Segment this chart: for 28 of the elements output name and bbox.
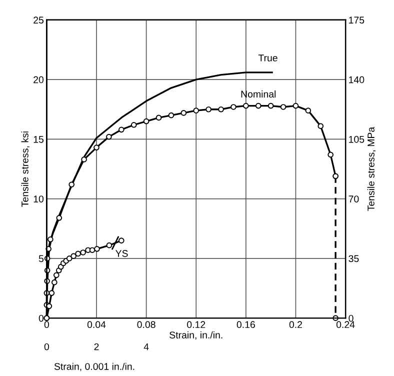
- y-axis-title: Tensile stress, ksi: [21, 132, 30, 207]
- y-tick-label: 20: [34, 76, 44, 84]
- x-tick-label: 0.16: [236, 321, 255, 328]
- y2-tick-label: 0: [348, 314, 354, 322]
- x-tick-label: 0.12: [187, 321, 206, 328]
- annotation: YS: [116, 250, 128, 257]
- x-tick-label: 0.08: [137, 321, 156, 328]
- x2-axis-title: Strain, 0.001 in./in.: [54, 362, 134, 372]
- x-tick-label: 0: [44, 321, 50, 328]
- y-tick-label: 15: [34, 136, 44, 143]
- y-tick-label: 10: [34, 196, 44, 202]
- x-tick-label: 0.24: [336, 321, 355, 328]
- x-tick-label: 0.2: [289, 321, 302, 328]
- y2-tick-label: 105: [349, 136, 364, 143]
- y-tick-label: 5: [38, 255, 44, 262]
- y-tick-label: 0: [38, 314, 44, 322]
- x2-tick-label: 0: [44, 343, 50, 350]
- series-label: True: [258, 54, 278, 62]
- y2-tick-label: 175: [349, 16, 364, 24]
- x2-tick-label: 4: [144, 343, 149, 350]
- x2-tick-label: 2: [94, 343, 99, 350]
- y2-tick-label: 70: [348, 196, 359, 202]
- y2-tick-label: 35: [348, 255, 359, 262]
- x-axis-title: Strain, in./in.: [170, 331, 222, 340]
- y2-tick-label: 140: [349, 76, 364, 84]
- x-tick-label: 0.04: [87, 321, 106, 328]
- y2-axis-title: Tensile stress, MPa: [367, 126, 376, 211]
- y-tick-label: 25: [34, 16, 44, 24]
